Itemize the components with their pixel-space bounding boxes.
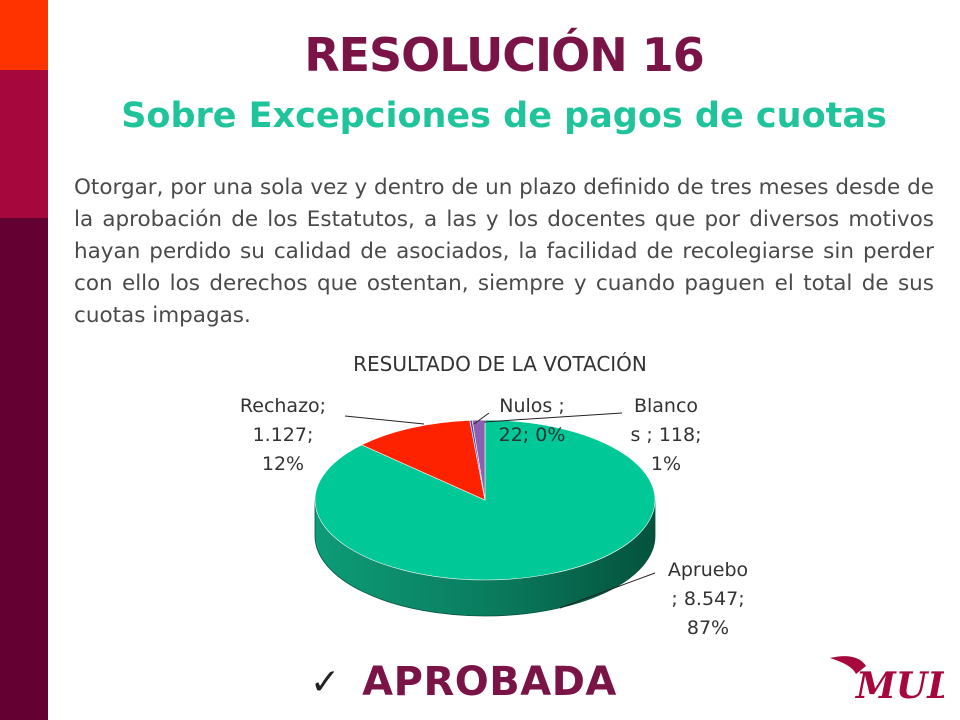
mud-logo: MUD	[830, 656, 944, 707]
data-label-line: 87%	[686, 617, 730, 639]
leader-line-apruebo	[559, 572, 656, 609]
result-status: APROBADA	[362, 659, 617, 705]
data-label-line: Rechazo;	[239, 395, 327, 417]
data-label-line: Apruebo	[667, 559, 749, 581]
sidebar-segment-orange	[0, 0, 48, 70]
leader-line-rechazo	[344, 415, 425, 425]
chart-title: RESULTADO DE LA VOTACIÓN	[353, 352, 647, 376]
data-label-line: 12%	[261, 453, 305, 475]
pie-slice-rechazo	[361, 420, 486, 501]
data-label-blancos: Blanco s ; 118; 1%	[616, 392, 716, 479]
checkmark-icon: ✓	[310, 661, 341, 703]
data-label-line: 1.127;	[252, 424, 314, 446]
sidebar-accent	[0, 0, 48, 720]
resolution-text: Otorgar, por una sola vez y dentro de un…	[74, 175, 934, 328]
result-banner: ✓ APROBADA	[310, 652, 617, 712]
pie-slice-apruebo	[314, 419, 656, 581]
data-label-apruebo: Apruebo ; 8.547; 87%	[648, 556, 768, 643]
slide-title: RESOLUCIÓN 16	[304, 28, 705, 82]
sidebar-segment-crimson	[0, 70, 48, 218]
data-label-nulos: Nulos ; 22; 0%	[484, 392, 580, 450]
sidebar-segment-wine	[0, 218, 48, 720]
logo-swoosh	[830, 656, 866, 674]
data-label-line: ; 8.547;	[671, 588, 745, 610]
data-label-line: s ; 118;	[630, 424, 702, 446]
data-label-rechazo: Rechazo; 1.127; 12%	[218, 392, 348, 479]
data-label-line: Nulos ;	[499, 395, 565, 417]
leader-line-nulos	[473, 412, 490, 425]
data-label-line: Blanco	[633, 395, 699, 417]
data-label-line: 1%	[650, 453, 682, 475]
slide-subtitle: Sobre Excepciones de pagos de cuotas	[121, 96, 887, 136]
logo-text: MUD	[854, 665, 944, 707]
leader-line-blancos	[483, 412, 623, 423]
data-label-line: 22; 0%	[498, 424, 566, 446]
